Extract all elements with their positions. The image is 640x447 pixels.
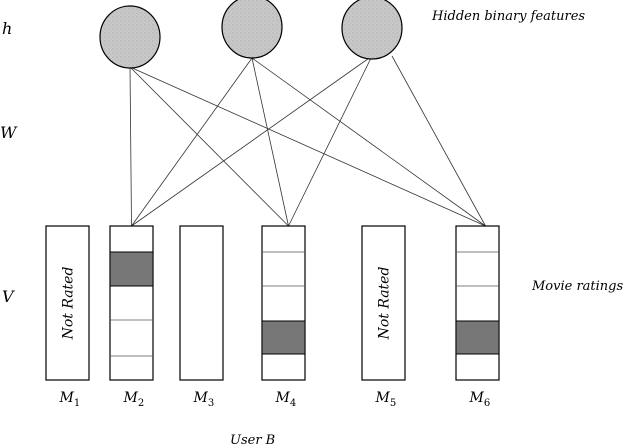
row-label-w: W <box>0 123 18 142</box>
movie-box-6 <box>455 225 500 381</box>
movie-box-3 <box>179 225 224 381</box>
hidden-unit-1 <box>99 5 161 69</box>
row-label-v: V <box>2 287 15 306</box>
hidden-unit-3 <box>341 0 403 60</box>
visible-units: Not Rated M1 M2 M3 M4 Not Rated M5 M6 <box>45 225 500 409</box>
weight-edge-h1-m4 <box>129 66 289 227</box>
movie-unit-6: M6 <box>455 225 500 409</box>
weight-edge-h2-m2 <box>131 57 253 227</box>
weight-edge-h1-m2 <box>129 66 132 227</box>
movie-label-m5: M5 <box>375 390 397 409</box>
movie-ratings-annotation: Movie ratings <box>531 279 624 294</box>
movie-unit-1: Not Rated M1 <box>45 225 90 409</box>
rating-fill-m6 <box>455 320 500 355</box>
rating-fill-m4 <box>261 320 306 355</box>
user-annotation: User B <box>230 433 275 447</box>
hidden-unit-2 <box>221 0 283 59</box>
not-rated-label-m1: Not Rated <box>61 267 77 341</box>
movie-label-m1: M1 <box>59 390 81 409</box>
movie-unit-4: M4 <box>261 225 306 409</box>
movie-label-m2: M2 <box>123 390 145 409</box>
hidden-features-annotation: Hidden binary features <box>431 9 585 24</box>
weight-edge-h2-m4 <box>251 57 289 227</box>
movie-box-4 <box>261 225 306 381</box>
weight-edges <box>129 55 486 227</box>
movie-box-5 <box>361 225 406 381</box>
movie-label-m6: M6 <box>469 390 491 409</box>
hidden-units <box>99 0 403 69</box>
movie-unit-2: M2 <box>109 225 154 409</box>
movie-box-2 <box>109 225 154 381</box>
weight-edge-h2-m6 <box>251 57 486 227</box>
row-label-h: h <box>2 19 12 38</box>
weight-edge-h3-m4 <box>288 55 373 227</box>
movie-unit-3: M3 <box>179 225 224 409</box>
movie-label-m4: M4 <box>275 390 297 409</box>
movie-label-m3: M3 <box>193 390 215 409</box>
movie-box-1 <box>45 225 90 381</box>
not-rated-label-m5: Not Rated <box>377 267 393 341</box>
weight-edge-h1-m6 <box>129 66 486 227</box>
movie-unit-5: Not Rated M5 <box>361 225 406 409</box>
rating-fill-m2 <box>109 251 154 287</box>
weight-edge-h3-m6 <box>391 55 486 227</box>
weight-edge-h3-m2 <box>131 55 373 227</box>
